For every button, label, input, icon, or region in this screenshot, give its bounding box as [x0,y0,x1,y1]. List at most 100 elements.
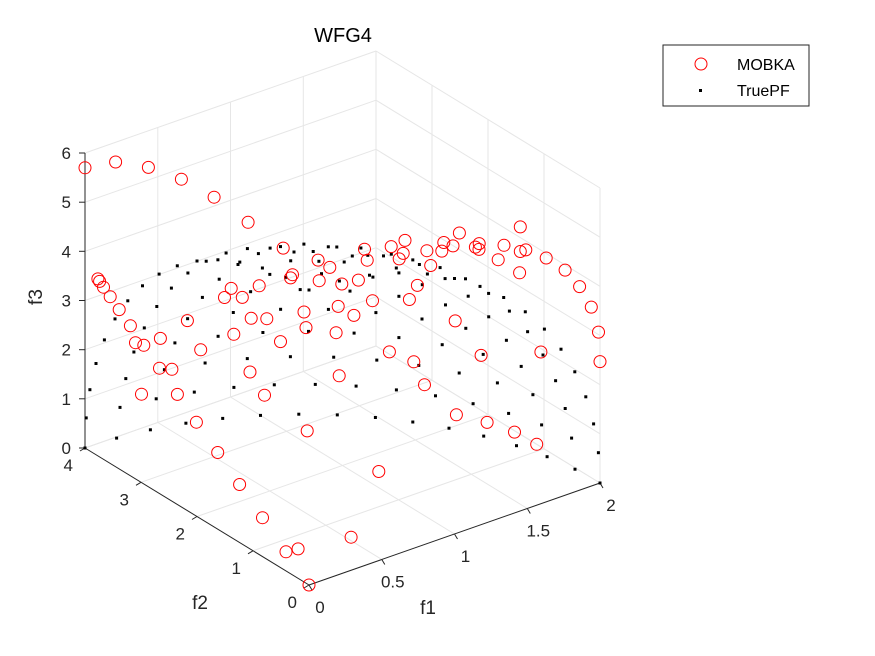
mobka-point [284,271,298,285]
truepf-point [563,407,567,410]
truepf-point [342,260,346,264]
mobka-point [472,237,486,251]
truepf-point [307,288,311,292]
mobka-point [129,336,142,350]
truepf-point [298,288,302,292]
truepf-point [507,411,511,415]
mobka-point [335,277,349,291]
truepf-point [464,326,468,330]
truepf-point [366,253,370,257]
truepf-point [84,416,88,420]
z-tick-label: 4 [62,242,71,261]
mobka-point [211,446,225,459]
truepf-points [83,242,602,485]
mobka-point [449,408,463,422]
truepf-point [335,413,339,417]
truepf-point [382,254,385,258]
mobka-point [312,274,326,288]
truepf-point [113,317,117,321]
mobka-point [424,259,438,272]
truepf-point [115,436,119,440]
truepf-point [162,368,166,372]
truepf-point [83,446,87,450]
mobka-point [448,314,462,328]
grid-line [375,99,601,238]
truepf-point [425,272,429,276]
mobka-point [573,280,587,294]
truepf-point [389,252,393,256]
truepf-point [570,436,574,440]
truepf-point [186,271,190,275]
mobka-point [446,239,460,253]
truepf-point [373,416,377,419]
mobka-point [218,291,231,304]
truepf-point [420,283,424,287]
y-tick-label: 1 [232,559,241,578]
truepf-point [88,388,92,392]
truepf-point [541,353,545,357]
z-tick-label: 0 [62,439,71,458]
truepf-point [444,303,447,307]
truepf-point [542,327,546,331]
truepf-point [457,371,461,375]
grid-line [84,296,377,400]
truepf-point [504,338,508,342]
z-axis-label: f3 [26,289,47,305]
truepf-point [440,343,444,347]
x-tick-label: 1 [461,547,470,566]
truepf-point [259,413,262,417]
truepf-point [169,286,173,290]
mobka-points [78,155,607,592]
truepf-point [245,247,249,251]
truepf-point [232,385,236,389]
truepf-point [118,405,122,409]
mobka-point [323,260,337,274]
truepf-point [397,271,401,275]
mobka-point [243,365,257,379]
truepf-point [507,309,511,313]
mobka-point [513,266,527,280]
mobka-point [508,425,521,439]
mobka-point [539,251,553,265]
truepf-point [175,264,179,268]
mobka-point [235,290,249,304]
truepf-point [375,358,379,362]
truepf-point [313,382,317,386]
truepf-point [482,434,486,438]
truepf-point [487,291,491,295]
mobka-point [332,369,346,383]
truepf-point [420,317,424,321]
mobka-point [258,388,271,402]
truepf-point [502,296,506,299]
truepf-point [249,290,253,294]
truepf-point [394,266,398,270]
mobka-point [347,308,361,322]
mobka-point [497,238,511,252]
truepf-point [126,299,130,303]
truepf-point [203,361,207,365]
truepf-point [438,266,442,270]
truepf-point [354,384,358,388]
truepf-point [289,259,293,263]
mobka-point [329,326,343,340]
mobka-point [180,314,194,328]
truepf-point [307,329,310,333]
truepf-point [417,263,421,266]
mobka-point [344,530,358,544]
x-axis-label: f1 [420,598,436,619]
mobka-point [513,220,527,234]
x-tick-label: 0 [315,598,324,617]
mobka-point [233,478,247,491]
truepf-point [231,311,235,314]
truepf-point [102,338,106,342]
axis-layer [79,152,604,591]
mobka-point [435,244,449,258]
truepf-point [192,390,196,394]
mobka-point [584,300,598,314]
legend[interactable]: MOBKA TruePF [662,44,810,107]
truepf-point [186,317,190,321]
truepf-point [447,426,451,430]
truepf-point [94,362,98,365]
truepf-point [260,266,264,270]
y-axis-label: f2 [192,593,208,614]
